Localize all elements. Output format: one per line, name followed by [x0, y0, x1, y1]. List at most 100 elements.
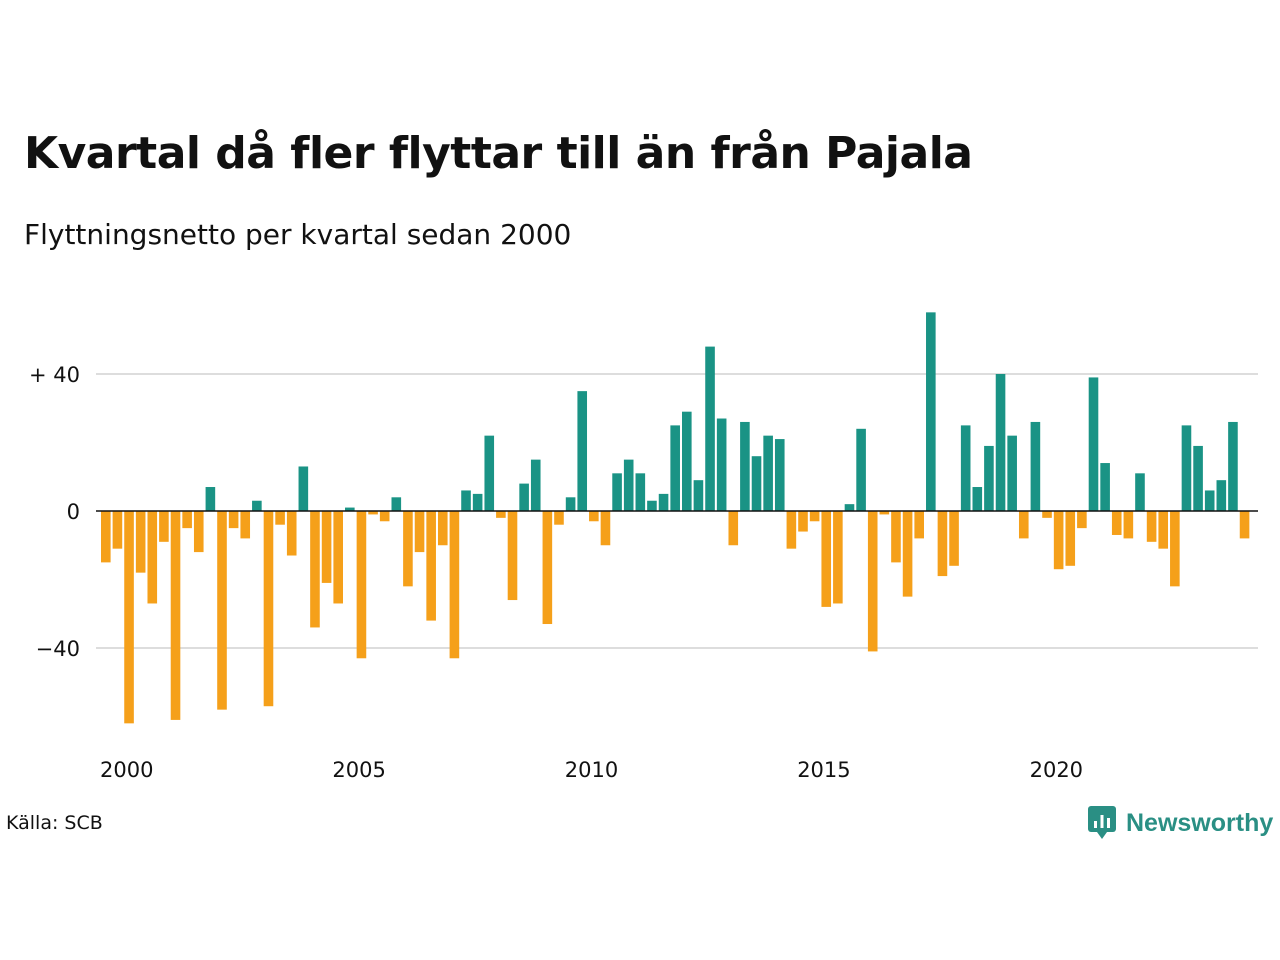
bar [1030, 421, 1041, 511]
bar [217, 511, 227, 710]
bar [298, 466, 309, 511]
bar [693, 480, 704, 511]
bar [286, 511, 297, 556]
bar [914, 511, 924, 539]
bar [623, 459, 634, 512]
bar [740, 421, 750, 511]
bar [124, 511, 134, 724]
bar [856, 428, 866, 511]
bar [507, 511, 518, 601]
bar [716, 418, 727, 511]
bar [821, 511, 832, 607]
bar [228, 511, 239, 529]
bar [1204, 490, 1215, 511]
newsworthy-logo-icon [1088, 806, 1116, 839]
brand-logo: Newsworthy [1088, 805, 1273, 841]
bar [554, 511, 564, 525]
bar [414, 511, 425, 553]
bar [403, 511, 413, 587]
bar [728, 511, 739, 546]
bar [612, 473, 622, 511]
x-tick-label: 2000 [100, 758, 153, 782]
bar [995, 374, 1006, 511]
bar [1065, 511, 1076, 566]
bar [682, 411, 692, 511]
bar [1181, 425, 1192, 512]
y-tick-label: −40 [36, 637, 80, 661]
bar [1228, 421, 1238, 511]
bar [333, 511, 343, 604]
brand-name: Newsworthy [1126, 808, 1274, 837]
bar [751, 456, 762, 511]
bar [1170, 511, 1180, 587]
x-tick-label: 2015 [797, 758, 850, 782]
bar [1111, 511, 1122, 535]
bar [1053, 511, 1064, 570]
bar [356, 511, 367, 659]
bar [426, 511, 436, 621]
bar [368, 511, 378, 515]
bar [484, 435, 495, 511]
bar [577, 391, 588, 512]
bar [844, 504, 855, 511]
bar [519, 483, 529, 511]
bar [902, 511, 913, 597]
bar [112, 511, 123, 549]
bars-layer [101, 312, 1250, 724]
bar [984, 445, 994, 512]
bar [1216, 480, 1227, 511]
bar [449, 511, 460, 659]
bar [1135, 473, 1145, 511]
bar [867, 511, 878, 652]
bar [379, 511, 390, 522]
bar [310, 511, 320, 628]
bar [321, 511, 332, 583]
bar [1077, 511, 1087, 529]
bar [670, 425, 680, 512]
bar [763, 435, 773, 511]
bar [345, 507, 355, 511]
bar [972, 487, 983, 511]
y-tick-label: 0 [67, 500, 80, 524]
bar [949, 511, 959, 566]
bar [833, 511, 843, 604]
bar [542, 511, 553, 625]
bar [1088, 377, 1099, 511]
bar [879, 511, 890, 515]
bar [658, 493, 669, 512]
bar [1100, 463, 1110, 511]
bar [589, 511, 599, 522]
x-tick-label: 2020 [1030, 758, 1083, 782]
bar [565, 497, 576, 511]
bar [600, 511, 611, 546]
chart-subtitle: Flyttningsnetto per kvartal sedan 2000 [24, 218, 572, 251]
axis-layer: + 40 0 −40 2000 2005 2010 2015 2020 [29, 363, 1258, 782]
bar [960, 425, 971, 512]
bar [159, 511, 169, 542]
bar [530, 459, 541, 512]
bar [205, 487, 216, 511]
bar [635, 473, 646, 511]
bar [937, 511, 948, 577]
bar [263, 511, 274, 707]
bar [147, 511, 158, 604]
bar [182, 511, 192, 529]
bar [1146, 511, 1157, 542]
bar [252, 500, 262, 511]
bar [391, 497, 402, 511]
bar [437, 511, 448, 546]
bar [1018, 511, 1029, 539]
bar [891, 511, 901, 563]
bar [798, 511, 808, 532]
bar [786, 511, 797, 549]
bar [705, 346, 715, 511]
bar [1193, 445, 1203, 512]
y-tick-label: + 40 [29, 363, 80, 387]
bar [1123, 511, 1134, 539]
bar [496, 511, 506, 518]
bar [774, 439, 785, 511]
bar [461, 490, 471, 511]
bar [170, 511, 181, 720]
chart-title: Kvartal då fler flyttar till än från Paj… [24, 128, 973, 179]
bar [1158, 511, 1169, 549]
